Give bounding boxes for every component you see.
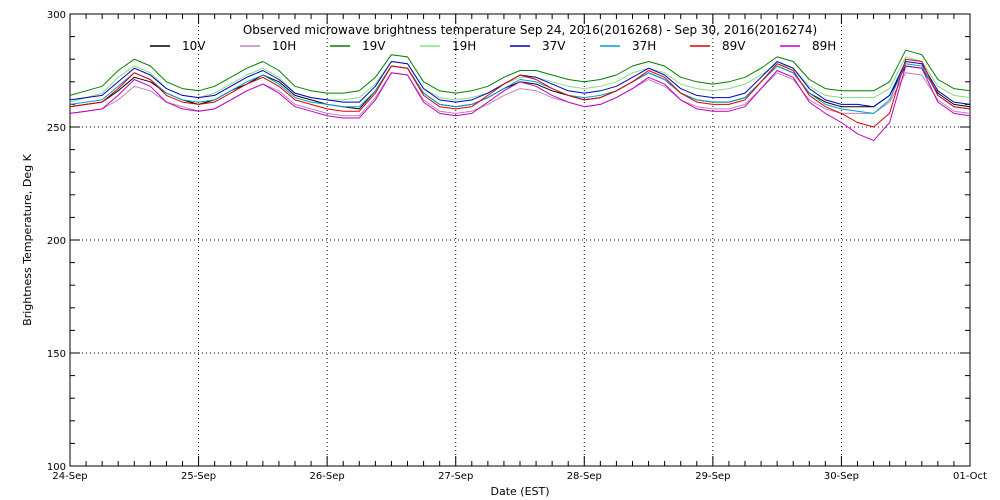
series-line-19v (69, 49, 971, 96)
legend: 10V 10H 19V 19H 37V 37H 89V 89H (150, 39, 836, 53)
grid (70, 14, 970, 466)
y-axis-label: Brightness Temperature, Deg K (21, 153, 34, 325)
x-tick-label: 30-Sep (824, 471, 859, 482)
x-tick-label: 29-Sep (695, 471, 730, 482)
series-line-89v (69, 58, 971, 128)
series-line-37v (69, 61, 971, 108)
legend-label-37h: 37H (632, 39, 656, 53)
series-group (69, 49, 971, 142)
x-tick-label: 01-Oct (953, 471, 987, 482)
legend-label-89h: 89H (812, 39, 836, 53)
series-line-37h (69, 63, 971, 114)
y-tick-label: 250 (47, 123, 66, 134)
y-tick-label: 100 (47, 462, 66, 473)
x-tick-label: 26-Sep (310, 471, 345, 482)
legend-label-37v: 37V (542, 39, 566, 53)
series-line-89h (69, 65, 971, 142)
y-tick-label: 150 (47, 349, 66, 360)
x-tick-label: 28-Sep (567, 471, 602, 482)
y-tick-label: 200 (47, 236, 66, 247)
y-tick-label: 300 (47, 10, 66, 21)
legend-label-10h: 10H (272, 39, 296, 53)
x-axis-label: Date (EST) (490, 485, 549, 498)
legend-label-19h: 19H (452, 39, 476, 53)
legend-label-89v: 89V (722, 39, 746, 53)
x-tick-label: 27-Sep (438, 471, 473, 482)
ticks: 100 150 200 250 300 24-Sep 25-Sep 26-Sep 27-Sep 2… (47, 10, 987, 482)
chart-title: Observed microwave brightness temperatur… (243, 23, 817, 37)
legend-label-19v: 19V (362, 39, 386, 53)
x-tick-label: 24-Sep (52, 471, 87, 482)
legend-label-10v: 10V (182, 39, 206, 53)
series-line-19h (69, 56, 971, 103)
x-tick-label: 25-Sep (181, 471, 216, 482)
